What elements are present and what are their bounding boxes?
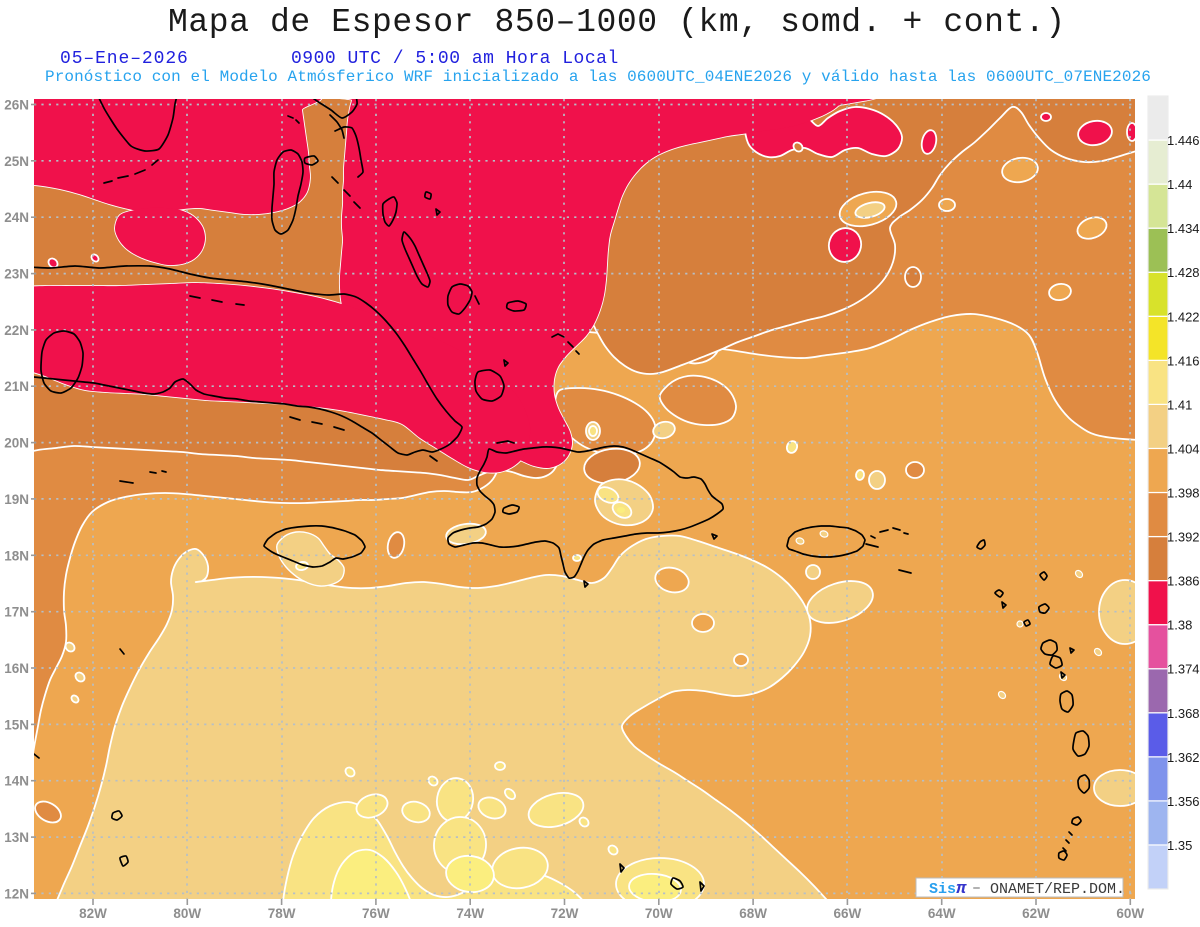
svg-text:72W: 72W	[551, 906, 579, 921]
svg-text:05–Ene–2026: 05–Ene–2026	[60, 49, 189, 69]
svg-text:76W: 76W	[362, 906, 390, 921]
svg-text:1.392: 1.392	[1167, 530, 1200, 545]
svg-text:ONAMET/REP.DOM.: ONAMET/REP.DOM.	[990, 881, 1125, 898]
svg-text:22N: 22N	[4, 323, 29, 338]
svg-text:26N: 26N	[4, 98, 29, 113]
svg-text:18N: 18N	[4, 548, 29, 563]
svg-text:70W: 70W	[645, 906, 673, 921]
svg-text:1.38: 1.38	[1167, 618, 1192, 633]
svg-text:1.41: 1.41	[1167, 397, 1192, 412]
svg-text:1.446: 1.446	[1167, 133, 1200, 148]
svg-text:13N: 13N	[4, 830, 29, 845]
svg-text:19N: 19N	[4, 492, 29, 507]
svg-text:82W: 82W	[79, 906, 107, 921]
svg-text:21N: 21N	[4, 379, 29, 394]
svg-text:20N: 20N	[4, 436, 29, 451]
svg-text:66W: 66W	[834, 906, 862, 921]
svg-text:14N: 14N	[4, 774, 29, 789]
svg-text:24N: 24N	[4, 210, 29, 225]
svg-text:23N: 23N	[4, 267, 29, 282]
svg-text:15N: 15N	[4, 717, 29, 732]
svg-text:1.368: 1.368	[1167, 706, 1200, 721]
svg-text:68W: 68W	[739, 906, 767, 921]
svg-text:1.44: 1.44	[1167, 177, 1192, 192]
svg-text:1.434: 1.434	[1167, 221, 1200, 236]
svg-text:1.416: 1.416	[1167, 353, 1200, 368]
svg-text:74W: 74W	[456, 906, 484, 921]
svg-text:1.398: 1.398	[1167, 486, 1200, 501]
svg-text:1.356: 1.356	[1167, 794, 1200, 809]
svg-text:1.386: 1.386	[1167, 574, 1200, 589]
svg-text:1.422: 1.422	[1167, 309, 1200, 324]
svg-text:π: π	[956, 880, 967, 899]
svg-text:17N: 17N	[4, 605, 29, 620]
svg-text:1.362: 1.362	[1167, 750, 1200, 765]
svg-text:Sis: Sis	[929, 881, 956, 898]
svg-text:25N: 25N	[4, 154, 29, 169]
svg-text:64W: 64W	[928, 906, 956, 921]
svg-text:1.374: 1.374	[1167, 662, 1200, 677]
svg-text:16N: 16N	[4, 661, 29, 676]
svg-text:1.404: 1.404	[1167, 441, 1200, 456]
svg-text:0900 UTC / 5:00 am Hora Local: 0900 UTC / 5:00 am Hora Local	[291, 49, 619, 69]
svg-text:80W: 80W	[173, 906, 201, 921]
svg-text:Pronóstico con el Modelo Atmós: Pronóstico con el Modelo Atmósferico WRF…	[45, 68, 1151, 86]
svg-text:Mapa de Espesor 850–1000 (km,: Mapa de Espesor 850–1000 (km, somd. + co…	[168, 4, 1066, 41]
svg-text:1.35: 1.35	[1167, 838, 1192, 853]
svg-text:62W: 62W	[1022, 906, 1050, 921]
svg-text:1.428: 1.428	[1167, 265, 1200, 280]
svg-text:12N: 12N	[4, 886, 29, 901]
svg-text:–: –	[972, 880, 981, 897]
svg-text:60W: 60W	[1116, 906, 1144, 921]
svg-text:78W: 78W	[268, 906, 296, 921]
